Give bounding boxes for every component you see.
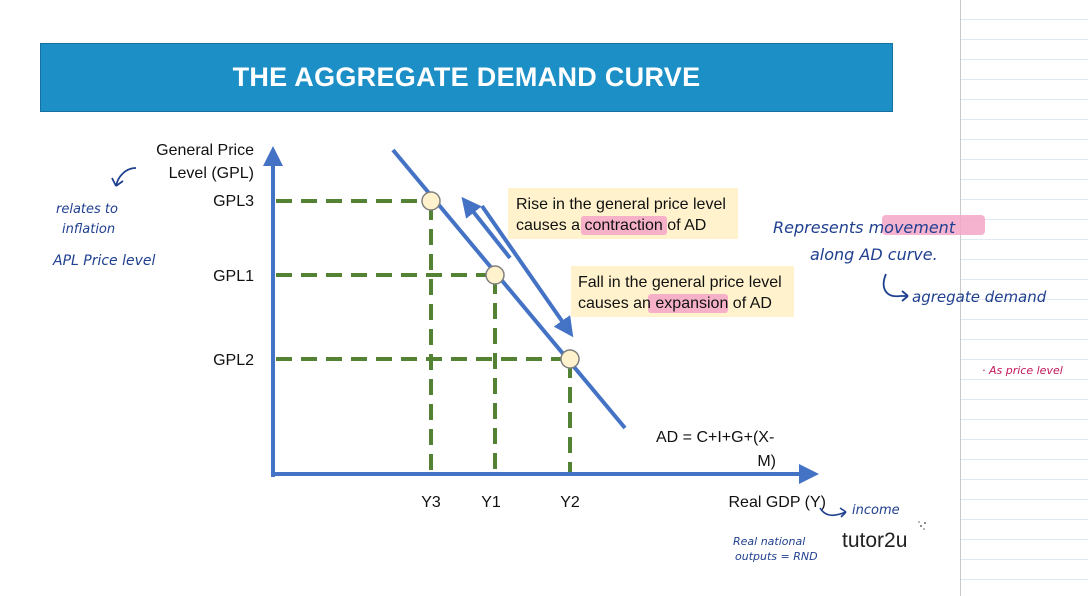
contraction-word: contraction	[584, 217, 662, 234]
callout-rise-highlight	[581, 216, 667, 235]
hand-income-arrow	[819, 507, 847, 518]
tick-label-y3: Y3	[421, 494, 441, 511]
note-real-national: Real national	[733, 535, 805, 548]
note-as-price-level: · As price level	[982, 364, 1063, 377]
point-gpl1-y1	[485, 265, 505, 285]
y-axis-label-line2: Level (GPL)	[169, 165, 254, 182]
note-along-ad-curve: along AD curve.	[810, 245, 938, 264]
callout-fall: Fall in the general price level causes a…	[571, 266, 794, 317]
callout-rise-line2: causes a contraction of AD	[516, 217, 706, 234]
tick-label-y2: Y2	[560, 494, 580, 511]
note-apl-price-level: APL Price level	[52, 253, 156, 269]
guide-lines	[276, 199, 572, 472]
expansion-arrow	[480, 204, 574, 338]
point-gpl2-y2	[560, 349, 580, 369]
note-movement-word: movement	[869, 218, 956, 237]
movement-highlight	[882, 215, 985, 235]
note-inflation: inflation	[62, 222, 115, 237]
y-axis-label-line1: General Price	[156, 142, 254, 159]
callout-rise-line1: Rise in the general price level	[516, 196, 726, 213]
hand-curl-arrow	[111, 167, 137, 187]
hand-hook-arrow	[882, 273, 909, 302]
tick-label-gpl1: GPL1	[213, 268, 254, 285]
note-outputs-rnd: outputs = RND	[735, 550, 818, 563]
note-aggregate-demand: agregate demand	[912, 288, 1047, 306]
note-represents: Represents movement	[773, 218, 956, 237]
ad-formula-line2: M)	[757, 453, 776, 470]
callout-fall-highlight	[648, 294, 728, 313]
callout-rise: Rise in the general price level causes a…	[508, 188, 738, 239]
point-gpl3-y3	[421, 191, 441, 211]
tutor2u-logo: tutor2u	[842, 529, 907, 552]
ad-formula-line1: AD = C+I+G+(X-	[656, 429, 774, 446]
callout-fall-line1: Fall in the general price level	[578, 274, 782, 291]
note-income: income	[852, 503, 900, 518]
contraction-arrow	[461, 196, 512, 260]
page-title: THE AGGREGATE DEMAND CURVE	[232, 62, 701, 92]
tick-label-gpl2: GPL2	[213, 352, 254, 369]
note-relates-to: relates to	[56, 202, 118, 217]
tick-label-gpl3: GPL3	[213, 193, 254, 210]
logo-sparkle-icon	[918, 521, 926, 530]
callout-fall-line2: causes an expansion of AD	[578, 295, 772, 312]
x-axis-label: Real GDP (Y)	[728, 494, 826, 511]
title-banner: THE AGGREGATE DEMAND CURVE	[40, 43, 893, 112]
expansion-word: expansion	[655, 295, 728, 312]
notebook-margin	[960, 0, 1088, 596]
tick-label-y1: Y1	[481, 494, 501, 511]
